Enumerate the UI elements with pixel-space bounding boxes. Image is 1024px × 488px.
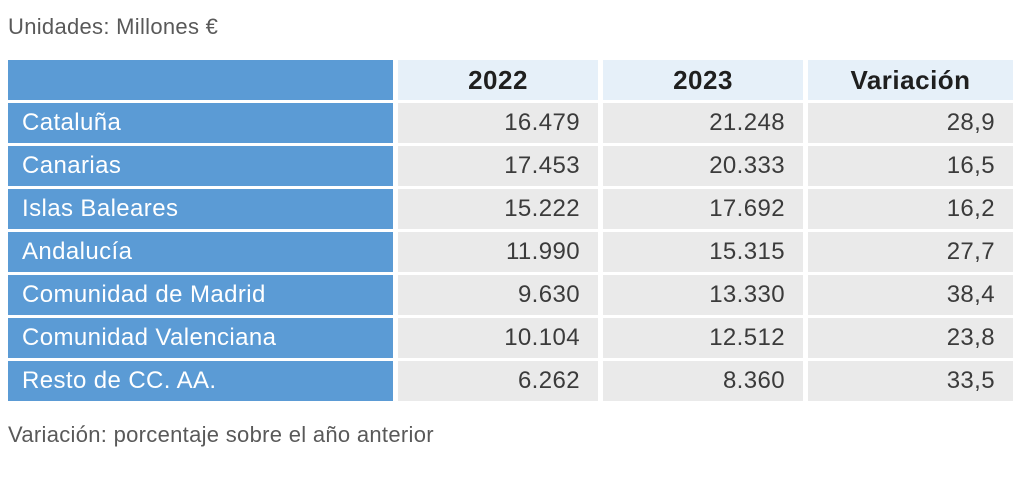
table-row: Andalucía 11.990 15.315 27,7 — [8, 232, 1013, 272]
value-cell-variacion: 28,9 — [808, 103, 1013, 143]
regions-table: 2022 2023 Variación Cataluña 16.479 21.2… — [3, 57, 1018, 404]
value-cell-2022: 11.990 — [398, 232, 598, 272]
table-row: Comunidad de Madrid 9.630 13.330 38,4 — [8, 275, 1013, 315]
region-cell: Resto de CC. AA. — [8, 361, 393, 401]
value-cell-variacion: 27,7 — [808, 232, 1013, 272]
value-cell-variacion: 16,5 — [808, 146, 1013, 186]
value-cell-2023: 17.692 — [603, 189, 803, 229]
value-cell-2023: 21.248 — [603, 103, 803, 143]
table-row: Canarias 17.453 20.333 16,5 — [8, 146, 1013, 186]
value-cell-2023: 12.512 — [603, 318, 803, 358]
value-cell-2023: 15.315 — [603, 232, 803, 272]
col-header-variacion: Variación — [808, 60, 1013, 100]
value-cell-variacion: 33,5 — [808, 361, 1013, 401]
value-cell-variacion: 23,8 — [808, 318, 1013, 358]
value-cell-2023: 8.360 — [603, 361, 803, 401]
col-header-2022: 2022 — [398, 60, 598, 100]
region-cell: Islas Baleares — [8, 189, 393, 229]
table-row: Comunidad Valenciana 10.104 12.512 23,8 — [8, 318, 1013, 358]
value-cell-variacion: 16,2 — [808, 189, 1013, 229]
variation-footnote: Variación: porcentaje sobre el año anter… — [8, 422, 434, 447]
col-header-2023: 2023 — [603, 60, 803, 100]
table-row: Islas Baleares 15.222 17.692 16,2 — [8, 189, 1013, 229]
value-cell-2022: 17.453 — [398, 146, 598, 186]
value-cell-2023: 13.330 — [603, 275, 803, 315]
value-cell-2023: 20.333 — [603, 146, 803, 186]
value-cell-variacion: 38,4 — [808, 275, 1013, 315]
table-row: Cataluña 16.479 21.248 28,9 — [8, 103, 1013, 143]
value-cell-2022: 10.104 — [398, 318, 598, 358]
value-cell-2022: 6.262 — [398, 361, 598, 401]
table-header-row: 2022 2023 Variación — [8, 60, 1013, 100]
region-cell: Comunidad Valenciana — [8, 318, 393, 358]
table-row: Resto de CC. AA. 6.262 8.360 33,5 — [8, 361, 1013, 401]
region-cell: Canarias — [8, 146, 393, 186]
col-header-region-blank — [8, 60, 393, 100]
value-cell-2022: 16.479 — [398, 103, 598, 143]
region-cell: Cataluña — [8, 103, 393, 143]
region-cell: Comunidad de Madrid — [8, 275, 393, 315]
value-cell-2022: 9.630 — [398, 275, 598, 315]
region-cell: Andalucía — [8, 232, 393, 272]
value-cell-2022: 15.222 — [398, 189, 598, 229]
units-caption: Unidades: Millones € — [8, 14, 219, 39]
